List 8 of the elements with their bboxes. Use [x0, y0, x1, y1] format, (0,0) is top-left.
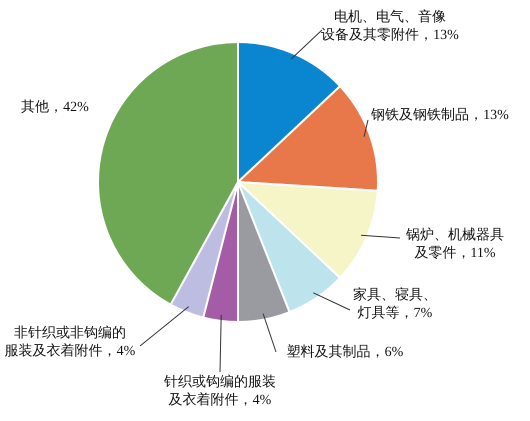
- slice-label: 电机、电气、音像设备及其零附件，13%: [321, 9, 460, 43]
- slice-label: 钢铁及钢铁制品，13%: [370, 107, 510, 123]
- slice-label: 家具、寝具、灯具等，7%: [353, 287, 437, 321]
- slice-label: 其他，42%: [21, 99, 90, 115]
- slice-label: 锅炉、机械器具及零件，11%: [405, 227, 504, 261]
- slice-label: 针织或钩编的服装及衣着附件，4%: [163, 374, 276, 408]
- slice-label: 塑料及其制品，6%: [286, 344, 404, 360]
- slice-label: 非针织或非钩编的服装及衣着附件，4%: [4, 325, 136, 359]
